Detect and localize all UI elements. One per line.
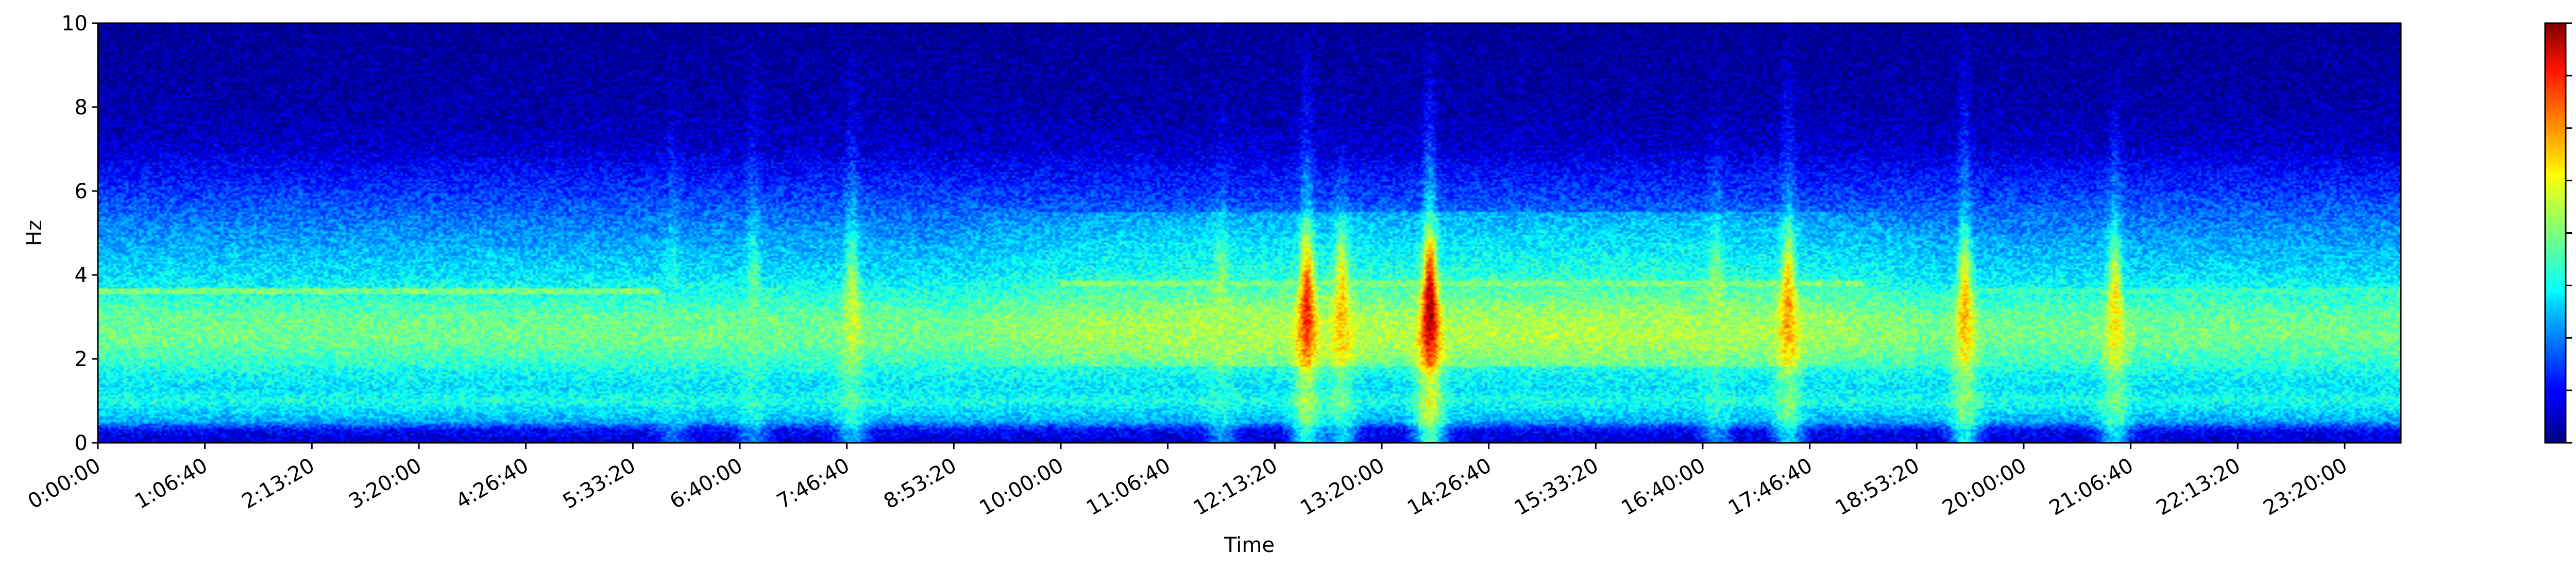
x-tick-label: 23:20:00 <box>2259 454 2351 521</box>
colorbar-gradient <box>2544 22 2567 444</box>
x-tick-label: 20:00:00 <box>1938 454 2030 521</box>
x-tick-label: 10:00:00 <box>975 454 1067 521</box>
x-tick-label: 0:00:00 <box>24 454 105 514</box>
x-tick-label: 5:33:20 <box>559 454 640 514</box>
x-tick-label: 13:20:00 <box>1296 454 1388 521</box>
x-tick-label: 11:06:40 <box>1082 454 1175 521</box>
y-tick-label: 10 <box>61 12 88 36</box>
x-tick-label: 12:13:20 <box>1190 454 1282 521</box>
y-axis-label: Hz <box>23 220 46 246</box>
x-tick-label: 17:46:40 <box>1724 454 1817 521</box>
y-tick-label: 4 <box>75 264 88 287</box>
plot-frame <box>97 22 2402 444</box>
x-tick-label: 4:26:40 <box>452 454 533 514</box>
colorbar: +0 dB-10 dB-20 dB-30 dB-40 dB-50 dB-60 d… <box>2544 22 2572 444</box>
x-tick-label: 18:53:20 <box>1832 454 1924 521</box>
y-tick-label: 6 <box>75 180 88 203</box>
plot-area <box>97 22 2402 444</box>
x-tick-label: 8:53:20 <box>880 454 961 514</box>
x-tick-label: 15:33:20 <box>1511 454 1603 521</box>
x-tick-label: 1:06:40 <box>131 454 212 514</box>
x-tick-label: 6:40:00 <box>666 454 747 514</box>
x-tick-label: 16:40:00 <box>1617 454 1709 521</box>
x-tick-label: 7:46:40 <box>773 454 854 514</box>
y-tick-label: 2 <box>75 348 88 371</box>
y-tick-label: 8 <box>75 96 88 119</box>
spectrogram-image <box>98 23 2401 443</box>
x-tick-label: 3:20:00 <box>345 454 426 514</box>
x-axis-label: Time <box>1224 533 1275 557</box>
x-tick-label: 22:13:20 <box>2153 454 2245 521</box>
x-tick-label: 2:13:20 <box>238 454 319 514</box>
y-tick-label: 0 <box>75 431 88 455</box>
x-tick-label: 21:06:40 <box>2045 454 2138 521</box>
x-tick-label: 14:26:40 <box>1403 454 1496 521</box>
